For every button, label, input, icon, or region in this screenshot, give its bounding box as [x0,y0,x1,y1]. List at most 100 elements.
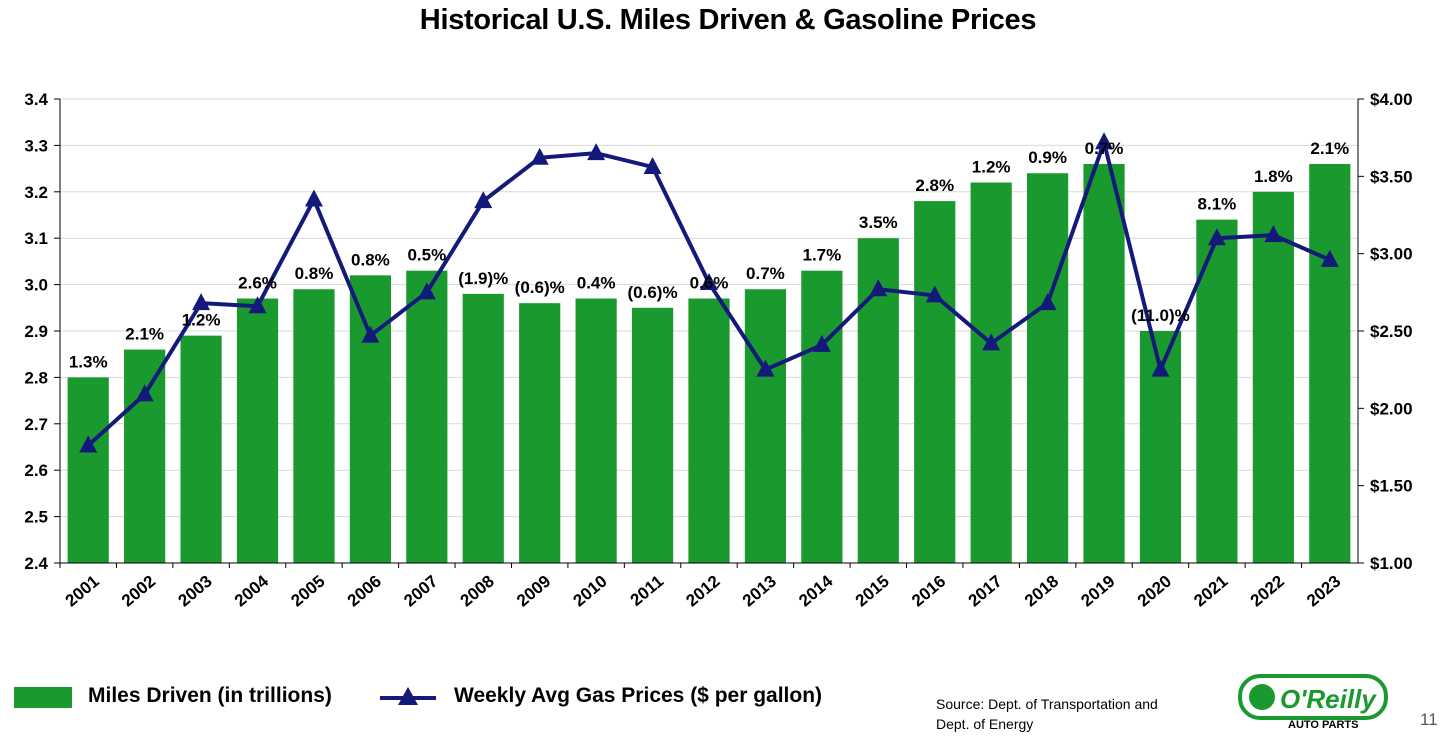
bar-miles-2008 [462,293,504,563]
chart-title: Historical U.S. Miles Driven & Gasoline … [419,4,1037,36]
gas-price-point-2023 [1320,249,1339,267]
logo-subtitle: AUTO PARTS [1288,719,1359,731]
bar-data-label: 0.8% [295,264,334,283]
gas-price-point-2003 [192,293,211,311]
x-tick-label: 2005 [287,572,328,611]
y-right-tick-label: $3.00 [1370,245,1413,264]
y-left-tick-label: 2.8 [24,368,48,387]
y-right-tick-label: $3.50 [1370,167,1413,186]
logo-wordmark: O'Reilly [1280,684,1377,714]
gas-price-point-2011 [643,157,662,175]
bar-data-label: (0.6)% [628,283,678,302]
y-left-tick-label: 2.9 [24,322,48,341]
bar-data-label: 3.5% [859,213,898,232]
bar-data-label: 1.2% [182,311,221,330]
x-tick-label: 2009 [513,572,554,611]
x-tick-label: 2003 [174,572,215,611]
x-tick-label: 2020 [1134,572,1175,611]
bar-miles-2012 [688,298,730,563]
bar-data-label: 8.1% [1198,195,1237,214]
gas-price-point-2002 [135,384,154,402]
bar-data-label: (11.0)% [1131,306,1190,325]
y-left-tick-label: 2.4 [24,554,48,573]
bar-data-label: 0.7% [1085,139,1124,158]
gas-price-point-2004 [248,296,267,314]
y-left-tick-label: 3.1 [24,229,48,248]
y-left-tick-label: 3.0 [24,276,48,295]
bar-data-label: 1.3% [69,352,108,371]
gas-price-point-2007 [417,282,436,300]
x-tick-label: 2010 [570,572,611,611]
bar-miles-2022 [1252,191,1294,564]
x-tick-label: 2012 [682,572,723,611]
bar-miles-2023 [1309,163,1351,563]
gas-price-point-2021 [1207,228,1226,246]
legend-swatch-gas [380,687,436,705]
bar-data-label: 1.2% [972,158,1011,177]
bar-miles-2003 [180,335,222,563]
bar-miles-2014 [801,270,843,563]
x-tick-label: 2013 [739,572,780,611]
gas-price-point-2018 [1038,293,1057,311]
x-tick-label: 2011 [627,572,667,610]
source-note: Source: Dept. of Transportation and Dept… [936,694,1216,734]
gas-price-point-2014 [812,334,831,352]
gas-price-point-2012 [700,273,718,291]
bar-miles-2016 [914,201,956,563]
bar-data-label: 1.8% [1254,167,1293,186]
x-tick-label: 2017 [965,572,1006,611]
combo-chart: 2.4 2.5 2.6 2.7 2.8 2.9 3.0 3.1 3.2 3.3 3.4 $1.00 $1… [24,90,1413,611]
gas-price-point-2019 [1095,132,1114,150]
bar-data-label: 0.4% [577,274,616,293]
bar-miles-2017 [970,182,1012,563]
x-tick-label: 2004 [231,571,273,610]
x-tick-label: 2023 [1303,572,1344,611]
y-left-tick-label: 3.2 [24,183,48,202]
gas-price-point-2013 [756,359,775,377]
legend-label-gas: Weekly Avg Gas Prices ($ per gallon) [454,684,823,707]
bar-miles-2002 [124,349,166,563]
bar-miles-2018 [1027,173,1069,564]
x-tick-label: 2007 [400,572,441,611]
bar-miles-2001 [67,377,109,563]
x-tick-label: 2021 [1190,572,1231,611]
y-left-tick-label: 3.3 [24,136,48,155]
x-tick-label: 2008 [457,572,498,611]
x-tick-label: 2006 [344,572,385,611]
gas-price-point-2006 [361,325,380,343]
bar-data-label: 0.9% [1028,148,1067,167]
x-tick-label: 2015 [852,572,893,611]
y-right-tick-label: $1.50 [1370,477,1413,496]
gas-price-point-2017 [982,333,1001,351]
y-right-tick-label: $2.50 [1370,322,1413,341]
source-line-2: Dept. of Energy [936,716,1034,732]
bar-data-label: 2.8% [915,176,954,195]
x-tick-label: 2019 [1077,572,1118,611]
gas-price-point-2009 [530,147,549,165]
y-left-tick-label: 2.5 [24,508,48,527]
oreilly-logo: O'Reilly AUTO PARTS [1238,674,1388,731]
gas-price-point-2016 [925,285,944,303]
bar-miles-2009 [519,303,561,563]
source-line-1: Source: Dept. of Transportation and [936,696,1158,712]
gas-price-point-2015 [869,279,888,297]
gas-price-point-2005 [304,189,323,207]
bar-miles-2007 [406,270,448,563]
bar-miles-2013 [744,289,787,563]
gas-price-point-2020 [1151,359,1170,377]
bar-miles-2006 [349,275,391,563]
x-tick-label: 2018 [1021,572,1062,611]
bar-data-label: 0.6% [690,274,729,293]
page-number: 11 [1420,710,1438,729]
bar-miles-2019 [1083,163,1125,563]
y-right-tick-label: $2.00 [1370,399,1413,418]
bar-data-label: 0.7% [746,264,785,283]
x-tick-label: 2014 [795,571,837,610]
y-left-tick-label: 2.7 [24,415,48,434]
gas-price-point-2008 [474,191,493,209]
legend-swatch-miles [14,687,72,708]
bar-miles-2010 [575,298,617,563]
x-tick-label: 2002 [118,572,159,611]
gas-price-point-2010 [587,143,606,161]
bar-miles-2005 [293,289,335,563]
